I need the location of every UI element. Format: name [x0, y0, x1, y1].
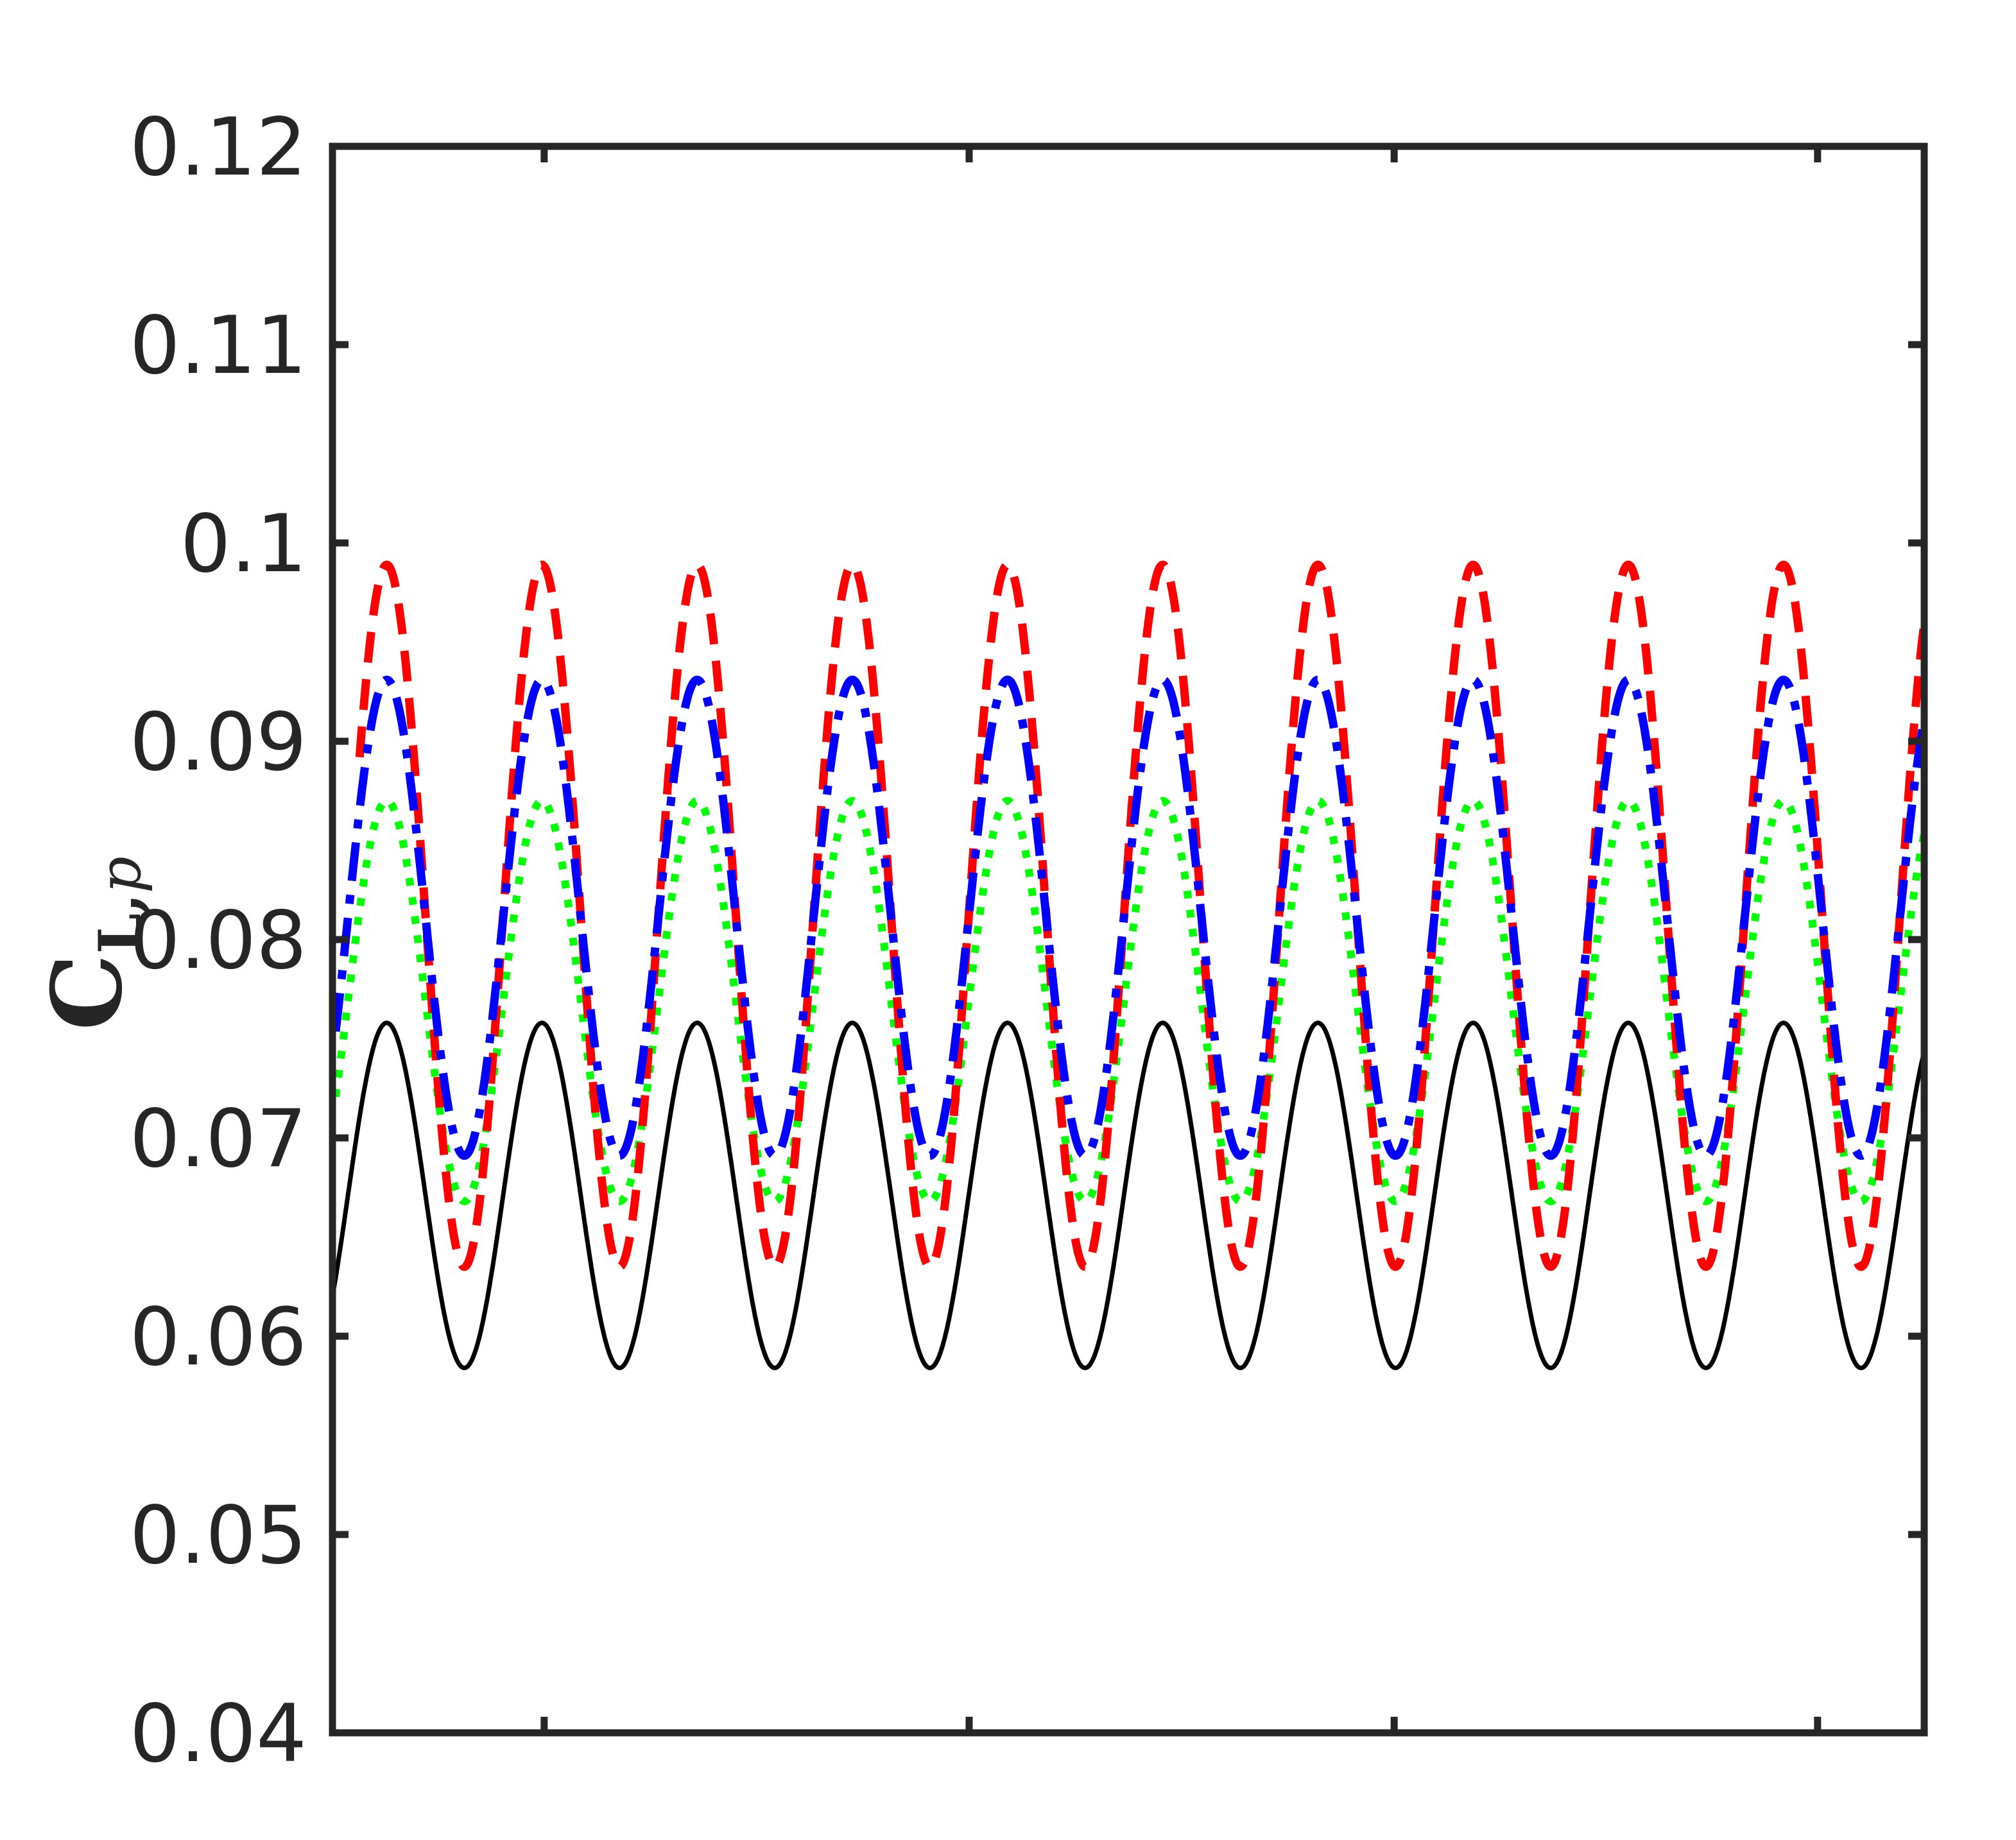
plot-frame: [329, 142, 1928, 1737]
y-tick-label: 0.05: [130, 1490, 307, 1582]
y-tick-label: 0.12: [130, 101, 307, 194]
series-line-dash-dot: [331, 675, 1929, 1160]
series-line-dashed: [355, 560, 1929, 1271]
y-tick-label: 0.09: [130, 696, 307, 789]
series-line-solid: [330, 1020, 1927, 1370]
y-axis-label: CL,p: [31, 856, 154, 1031]
y-tick-label: 0.11: [130, 300, 307, 392]
y-tick-label: 0.04: [130, 1688, 307, 1780]
y-tick-labels: 0.04 0.05 0.06 0.07 0.08 0.09 0.1 0.11 0.12: [130, 101, 307, 1780]
y-tick-label: 0.08: [130, 895, 307, 987]
series-layer: [330, 560, 1929, 1370]
y-tick-label: 0.06: [130, 1291, 307, 1384]
y-tick-label: 0.07: [130, 1093, 307, 1185]
series-line-dotted: [332, 796, 1928, 1205]
y-tick-label: 0.1: [180, 498, 307, 590]
